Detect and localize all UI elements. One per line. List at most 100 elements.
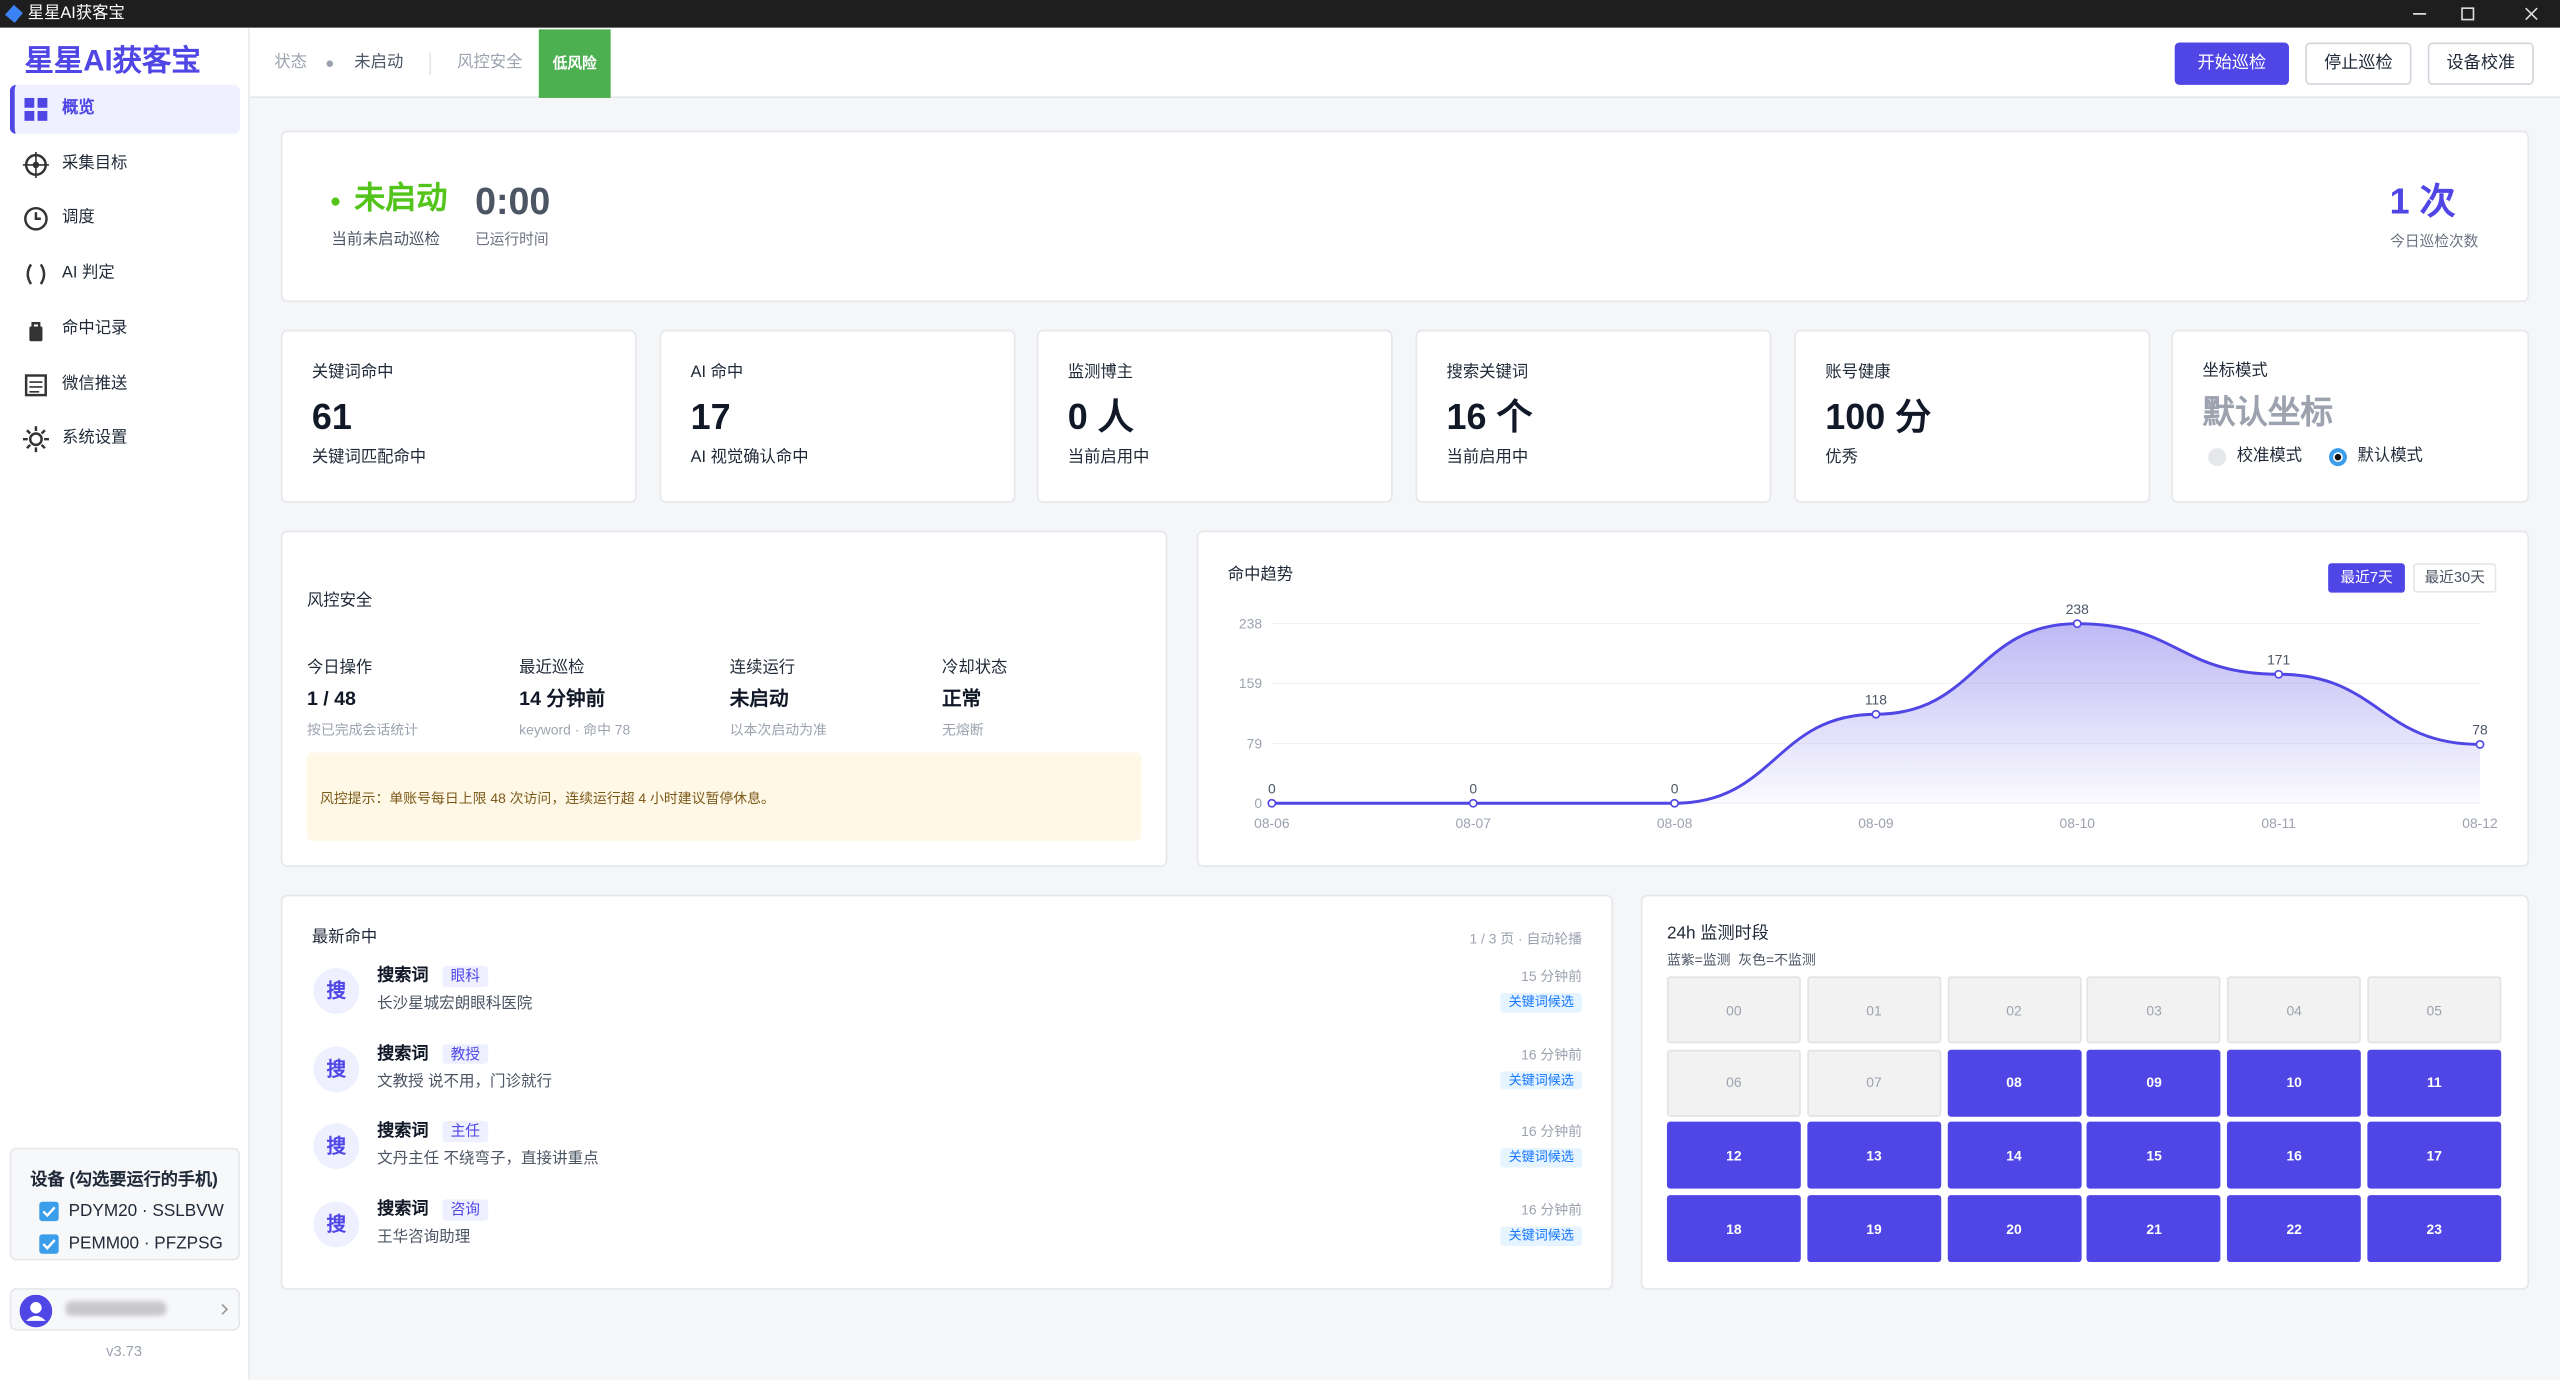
hour-cell[interactable] [1666, 976, 1801, 1044]
stat-card [1794, 329, 2151, 503]
nav-label: 采集目标 [62, 154, 128, 173]
divider [429, 52, 432, 76]
hit-tag: 眼科 [442, 965, 489, 987]
hit-time: 15 分钟前 [1521, 968, 1583, 985]
count-value: 1 次 [2389, 180, 2456, 222]
risk-item-value: 正常 [942, 687, 982, 710]
device-checkbox[interactable] [39, 1201, 59, 1222]
version: v3.73 [106, 1343, 143, 1360]
hit-time: 16 分钟前 [1521, 1123, 1583, 1141]
trend-point [1267, 798, 1277, 808]
hour-cell[interactable] [2367, 1122, 2502, 1190]
hour-cell[interactable] [1666, 1195, 1801, 1263]
hour-cell[interactable] [2227, 1049, 2362, 1117]
top-button[interactable] [2305, 42, 2412, 85]
stat-label: 关键词命中 [311, 364, 394, 383]
hit-title: 搜索词 [377, 1199, 429, 1220]
stat-label: AI 命中 [690, 364, 744, 383]
hit-badge: 关键词候选 [1500, 992, 1583, 1012]
hour-label: 16 [2286, 1147, 2302, 1164]
status-value: 未启动 [354, 53, 404, 72]
risk-item-sub: 按已完成会话统计 [306, 721, 418, 738]
hour-cell[interactable] [1947, 1122, 2081, 1190]
top-button-label: 停止巡检 [2324, 53, 2393, 73]
hit-title: 搜索词 [377, 1121, 429, 1142]
hours-legend: 蓝紫=监测 灰色=不监测 [1666, 951, 1816, 969]
hour-label: 04 [2286, 1001, 2302, 1018]
hour-cell[interactable] [2227, 1122, 2362, 1190]
hour-cell[interactable] [1807, 1122, 1941, 1190]
stat-sub: 关键词匹配命中 [311, 448, 427, 467]
data-label: 78 [2472, 722, 2488, 738]
state-value: 未启动 [354, 182, 448, 217]
trend-point [2072, 619, 2082, 629]
stat-value: 16 个 [1446, 396, 1533, 438]
hour-label: 13 [1866, 1147, 1882, 1164]
hour-cell[interactable] [2367, 976, 2502, 1044]
y-tick-label: 238 [1239, 616, 1262, 632]
top-button[interactable] [2427, 42, 2534, 85]
hour-cell[interactable] [1807, 1049, 1941, 1117]
hour-cell[interactable] [2367, 1195, 2502, 1263]
nav-icon [26, 263, 46, 285]
trend-tab[interactable] [2328, 563, 2405, 593]
hour-cell[interactable] [2227, 976, 2362, 1044]
data-label: 0 [1268, 780, 1276, 796]
hour-label: 12 [1726, 1147, 1742, 1164]
x-tick-label: 08-11 [2261, 815, 2296, 831]
hit-title: 搜索词 [377, 1043, 429, 1064]
hour-cell[interactable] [1947, 976, 2081, 1044]
stat-value: 100 分 [1825, 396, 1932, 438]
risk-item-value: 1 / 48 [306, 687, 356, 710]
hit-badge: 关键词候选 [1500, 1070, 1583, 1090]
nav-label: 系统设置 [62, 429, 128, 448]
hour-cell[interactable] [2087, 1122, 2222, 1190]
hour-cell[interactable] [2227, 1195, 2362, 1263]
trend-point [1670, 798, 1679, 808]
top-button[interactable] [2174, 42, 2289, 85]
count-sub: 今日巡检次数 [2390, 232, 2479, 250]
hour-label: 05 [2426, 1001, 2443, 1018]
stat-value: 61 [311, 396, 352, 438]
title-bar [0, 0, 2560, 28]
stat-label: 监测博主 [1067, 364, 1134, 383]
hour-cell[interactable] [2087, 976, 2222, 1044]
radio-label: 默认模式 [2357, 447, 2423, 466]
risk-label: 风控安全 [457, 53, 523, 72]
trend-chart: 0 79 159 238 08-06 08-07 08-08 08-09 08-10 08-11 0… [1239, 601, 2498, 831]
device-name: PDYM20 · SSLBVW [68, 1201, 224, 1221]
risk-value: 低风险 [552, 54, 597, 72]
radio[interactable] [2328, 447, 2348, 467]
hour-label: 03 [2146, 1001, 2162, 1018]
nav-item[interactable] [9, 84, 240, 134]
hour-cell[interactable] [1947, 1049, 2081, 1117]
nav-icon [24, 373, 47, 396]
hour-cell[interactable] [2087, 1049, 2222, 1117]
hour-cell[interactable] [2087, 1195, 2222, 1263]
hour-cell[interactable] [1666, 1049, 1801, 1117]
radio[interactable] [2207, 447, 2227, 467]
radio-label: 校准模式 [2236, 447, 2303, 466]
hour-cell[interactable] [2367, 1049, 2502, 1117]
risk-item-label: 今日操作 [306, 659, 373, 678]
hour-cell[interactable] [1947, 1195, 2081, 1263]
trend-tab[interactable] [2413, 563, 2497, 593]
hour-label: 14 [2006, 1147, 2022, 1164]
nav-label: 概览 [62, 99, 95, 118]
status-dot [326, 60, 334, 67]
hit-icon: 搜 [326, 979, 347, 1003]
hour-cell[interactable] [1807, 1195, 1941, 1263]
device-checkbox[interactable] [39, 1233, 59, 1254]
hour-label: 23 [2426, 1220, 2443, 1237]
risk-panel-title: 风控安全 [306, 592, 373, 611]
hour-cell[interactable] [1807, 976, 1941, 1044]
hour-label: 10 [2286, 1074, 2302, 1091]
nav-icon [24, 207, 48, 232]
state-sub: 当前未启动巡检 [331, 230, 441, 249]
stat-sub: 当前启用中 [1446, 448, 1529, 467]
risk-item-label: 最近巡检 [519, 659, 585, 678]
nav-label: 微信推送 [62, 374, 128, 393]
latest-title: 最新命中 [311, 928, 378, 947]
hour-cell[interactable] [1666, 1122, 1801, 1190]
